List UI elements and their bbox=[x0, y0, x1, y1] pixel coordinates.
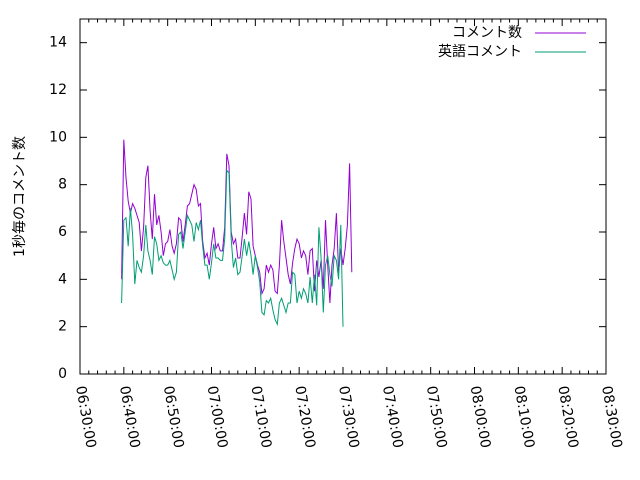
y-tick-label: 12 bbox=[49, 82, 67, 98]
x-tick-label: 07:10:00 bbox=[247, 385, 274, 450]
x-tick-label: 08:30:00 bbox=[598, 385, 625, 450]
x-tick-label: 07:00:00 bbox=[204, 385, 231, 450]
x-tick-label: 07:30:00 bbox=[335, 385, 362, 450]
x-tick-label: 08:10:00 bbox=[510, 385, 537, 450]
y-tick-label: 10 bbox=[49, 129, 67, 145]
plot-frame bbox=[79, 18, 607, 375]
y-tick-label: 8 bbox=[58, 177, 67, 193]
legend-label-2: 英語コメント bbox=[438, 43, 522, 60]
y-tick-label: 14 bbox=[49, 35, 67, 51]
x-tick-label: 07:50:00 bbox=[423, 385, 450, 450]
series-line-1 bbox=[121, 139, 353, 304]
series-line-2 bbox=[121, 169, 344, 327]
x-tick-label: 08:00:00 bbox=[467, 385, 494, 450]
legend-label-1: コメント数 bbox=[452, 25, 522, 41]
x-tick-label: 07:20:00 bbox=[291, 385, 318, 450]
x-tick-label: 06:50:00 bbox=[160, 385, 187, 450]
y-tick-label: 0 bbox=[58, 366, 67, 382]
y-tick-label: 4 bbox=[58, 271, 67, 287]
x-tick-label: 07:40:00 bbox=[379, 385, 406, 450]
y-tick-label: 2 bbox=[58, 319, 67, 335]
x-tick-label: 08:20:00 bbox=[554, 385, 581, 450]
y-axis-title: 1秒毎のコメント数 bbox=[12, 136, 28, 257]
x-tick-label: 06:40:00 bbox=[116, 385, 143, 450]
x-tick-label: 06:30:00 bbox=[72, 385, 99, 450]
y-tick-label: 6 bbox=[58, 224, 67, 240]
